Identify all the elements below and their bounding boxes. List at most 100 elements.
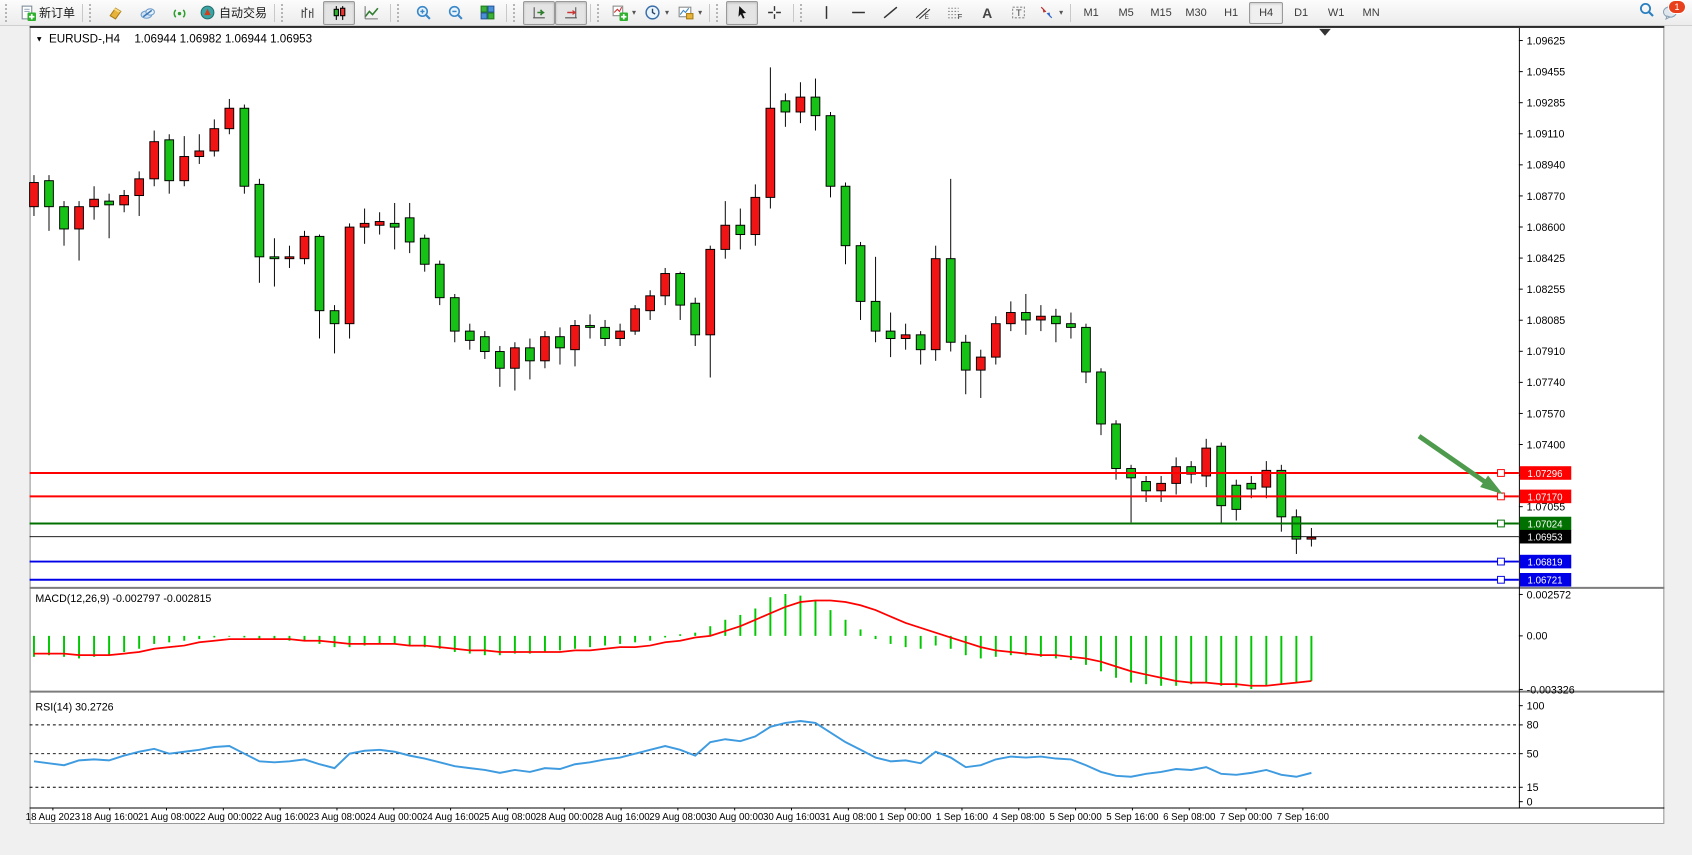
candle-body bbox=[795, 96, 806, 113]
candle-body bbox=[1051, 315, 1061, 325]
candle-body bbox=[59, 206, 69, 230]
rsi-label: RSI(14) 30.2726 bbox=[35, 702, 113, 714]
time-tick-label: 25 Aug 08:00 bbox=[479, 812, 537, 823]
indicators-button[interactable]: ▾ bbox=[607, 1, 640, 25]
macd-label: MACD(12,26,9) -0.002797 -0.002815 bbox=[35, 593, 211, 605]
vertical-line-button[interactable] bbox=[810, 1, 842, 25]
chart-canvas[interactable]: 1.09625 1.09455 1.09285 1.09110 1.08940 1.087… bbox=[0, 26, 1692, 855]
price-level-badge-label: 1.07170 bbox=[1528, 492, 1564, 503]
charts-community-button[interactable] bbox=[131, 1, 163, 25]
chart-menu-icon[interactable]: ▼ bbox=[35, 35, 43, 44]
candle-body bbox=[990, 323, 1001, 358]
time-tick-label: 6 Sep 08:00 bbox=[1163, 812, 1216, 823]
rsi-line bbox=[33, 720, 1312, 778]
horizontal-line-button[interactable] bbox=[842, 1, 874, 25]
price-tick-label: 1.08940 bbox=[1527, 160, 1566, 172]
trendline-button[interactable] bbox=[874, 1, 906, 25]
new-order-button[interactable]: 新订单 bbox=[15, 1, 79, 25]
timeframe-m30-button[interactable]: M30 bbox=[1185, 6, 1207, 19]
tile-windows-button[interactable] bbox=[471, 1, 503, 25]
autotrading-button[interactable]: 自动交易 bbox=[195, 1, 271, 25]
timeframe-w1-button[interactable]: W1 bbox=[1327, 6, 1345, 19]
annotation-arrow-head[interactable] bbox=[1480, 475, 1503, 495]
toolbar-separator bbox=[82, 3, 84, 22]
candle-body bbox=[254, 183, 265, 258]
line-drag-handle[interactable] bbox=[1497, 557, 1505, 566]
line-drag-handle[interactable] bbox=[1497, 519, 1505, 528]
auto-scroll-icon bbox=[531, 4, 548, 21]
candle-body bbox=[915, 334, 926, 351]
timeframe-h1-button[interactable]: H1 bbox=[1224, 6, 1239, 19]
candle-body bbox=[1005, 312, 1016, 325]
timeframe-mn-button[interactable]: MN bbox=[1362, 6, 1380, 19]
candle-body bbox=[1306, 536, 1317, 540]
chart-title: EURUSD-,H4 bbox=[49, 32, 121, 45]
equidistant-channel-button[interactable]: E bbox=[906, 1, 938, 25]
toolbar-separator bbox=[274, 3, 276, 22]
periods-button[interactable]: ▾ bbox=[640, 1, 673, 25]
candle-body bbox=[44, 180, 54, 208]
timeframe-bar: M1 M5 M15 M30 H1 H4 D1 W1 MN bbox=[1074, 1, 1388, 24]
zoom-out-button[interactable] bbox=[439, 1, 471, 25]
annotation-arrow-shaft[interactable] bbox=[1417, 434, 1494, 489]
timeframe-d1-button[interactable]: D1 bbox=[1294, 6, 1309, 19]
auto-scroll-button[interactable] bbox=[523, 0, 556, 25]
toolbar-group-grip bbox=[397, 3, 404, 22]
tile-windows-icon bbox=[479, 4, 496, 21]
line-drag-handle[interactable] bbox=[1497, 469, 1505, 477]
chart-window-background bbox=[29, 26, 1665, 824]
price-tick-label: 1.08425 bbox=[1527, 253, 1566, 265]
crosshair-button[interactable] bbox=[758, 1, 790, 25]
new-order-label: 新订单 bbox=[39, 6, 76, 20]
rsi-tick-label: 50 bbox=[1527, 749, 1539, 761]
arrows-button[interactable]: ▾ bbox=[1034, 1, 1067, 25]
line-chart-button[interactable] bbox=[355, 1, 387, 25]
mql5-market-button[interactable] bbox=[99, 1, 131, 25]
toolbar-separator bbox=[590, 3, 592, 22]
arrows-dropdown-icon[interactable]: ▾ bbox=[1059, 8, 1064, 17]
price-level-badge bbox=[1519, 554, 1572, 569]
candle-body bbox=[930, 258, 941, 351]
cursor-button[interactable] bbox=[726, 0, 759, 25]
svg-text:A: A bbox=[982, 5, 992, 21]
candle-body bbox=[735, 224, 746, 236]
timeframe-m15-button[interactable]: M15 bbox=[1150, 6, 1172, 19]
autotrading-label: 自动交易 bbox=[219, 6, 268, 20]
timeframe-m5-button[interactable]: M5 bbox=[1118, 6, 1134, 19]
toolbar-group-grip bbox=[281, 3, 288, 22]
candle-body bbox=[975, 356, 986, 371]
chart-shift-button[interactable] bbox=[555, 0, 588, 25]
candle-body bbox=[134, 178, 145, 197]
fibonacci-button[interactable]: F bbox=[938, 1, 970, 25]
templates-button[interactable]: ▾ bbox=[673, 1, 706, 25]
zoom-in-button[interactable] bbox=[407, 1, 439, 25]
fibonacci-icon: F bbox=[946, 4, 963, 21]
text-label-button[interactable]: T bbox=[1002, 1, 1034, 25]
line-drag-handle[interactable] bbox=[1497, 492, 1505, 501]
candle-body bbox=[284, 256, 295, 260]
candlestick-chart-button[interactable] bbox=[323, 0, 356, 25]
periods-dropdown-icon[interactable]: ▾ bbox=[665, 8, 670, 17]
toolbar-separator bbox=[506, 3, 508, 22]
timeframe-h4-button[interactable]: H4 bbox=[1249, 1, 1284, 24]
zoom-in-icon bbox=[415, 4, 432, 21]
timeframe-m1-button[interactable]: M1 bbox=[1083, 6, 1099, 19]
line-drag-handle[interactable] bbox=[1497, 575, 1505, 584]
chart-shift-marker-icon[interactable] bbox=[1319, 28, 1331, 36]
time-tick-label: 4 Sep 08:00 bbox=[993, 812, 1046, 823]
toolbar-separator bbox=[709, 3, 711, 22]
candle-body bbox=[209, 128, 220, 152]
signals-button[interactable] bbox=[163, 1, 195, 25]
price-level-badge bbox=[1519, 516, 1572, 531]
time-tick-label: 23 Aug 08:00 bbox=[308, 812, 366, 823]
search-icon[interactable] bbox=[1638, 1, 1656, 24]
price-tick-label: 1.09625 bbox=[1527, 35, 1566, 47]
text-button[interactable]: A bbox=[970, 1, 1002, 25]
signals-icon bbox=[171, 4, 188, 21]
bar-chart-button[interactable] bbox=[291, 1, 323, 25]
candle-body bbox=[374, 221, 385, 226]
time-tick-label: 28 Aug 00:00 bbox=[536, 812, 594, 823]
notifications-icon[interactable]: 1 bbox=[1662, 0, 1686, 23]
indicators-dropdown-icon[interactable]: ▾ bbox=[632, 8, 637, 17]
templates-dropdown-icon[interactable]: ▾ bbox=[698, 8, 703, 17]
